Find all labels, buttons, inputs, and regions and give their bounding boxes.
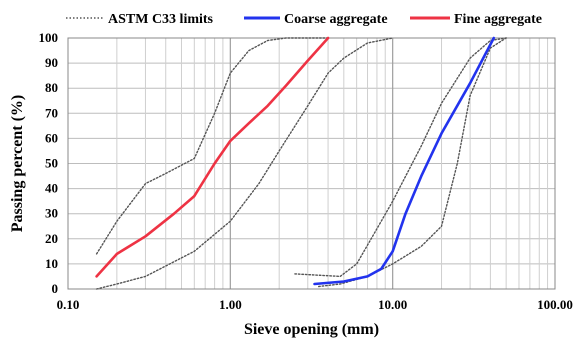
y-tick-label: 30 bbox=[45, 206, 58, 221]
x-tick-label: 100.00 bbox=[537, 297, 573, 312]
y-tick-label: 50 bbox=[45, 156, 58, 171]
legend-label: ASTM C33 limits bbox=[108, 12, 214, 27]
tick-labels: 0.10 1.00 10.00 100.00 0 10 20 30 40 50 60 70 80 90 10… bbox=[39, 30, 573, 312]
y-tick-label: 60 bbox=[45, 130, 58, 145]
series-layer bbox=[95, 36, 507, 290]
y-tick-label: 100 bbox=[39, 30, 59, 45]
series-line-astm-c33-limits-2 bbox=[95, 37, 394, 290]
plot-border bbox=[67, 37, 556, 290]
y-tick-label: 70 bbox=[45, 105, 58, 120]
series-line-astm-c33-limits-3 bbox=[294, 37, 507, 278]
x-tick-label: 10.00 bbox=[378, 297, 407, 312]
series-line-coarse-aggregate bbox=[313, 36, 496, 286]
series-line-astm-c33-limits-1 bbox=[95, 37, 329, 255]
y-tick-label: 20 bbox=[45, 231, 58, 246]
y-tick-label: 0 bbox=[52, 281, 59, 296]
series-line-fine-aggregate bbox=[95, 36, 330, 278]
x-tick-label: 0.10 bbox=[57, 297, 80, 312]
y-tick-label: 90 bbox=[45, 55, 58, 70]
y-tick-label: 40 bbox=[45, 181, 58, 196]
y-tick-label: 80 bbox=[45, 80, 58, 95]
x-tick-label: 1.00 bbox=[219, 297, 242, 312]
y-axis-title: Passing percent (%) bbox=[9, 95, 26, 232]
legend: ASTM C33 limits Coarse aggregate Fine aggr… bbox=[66, 12, 542, 27]
x-axis-title: Sieve opening (mm) bbox=[244, 321, 379, 338]
y-tick-label: 10 bbox=[45, 256, 58, 271]
legend-label: Fine aggregate bbox=[454, 12, 542, 27]
legend-label: Coarse aggregate bbox=[284, 12, 388, 27]
